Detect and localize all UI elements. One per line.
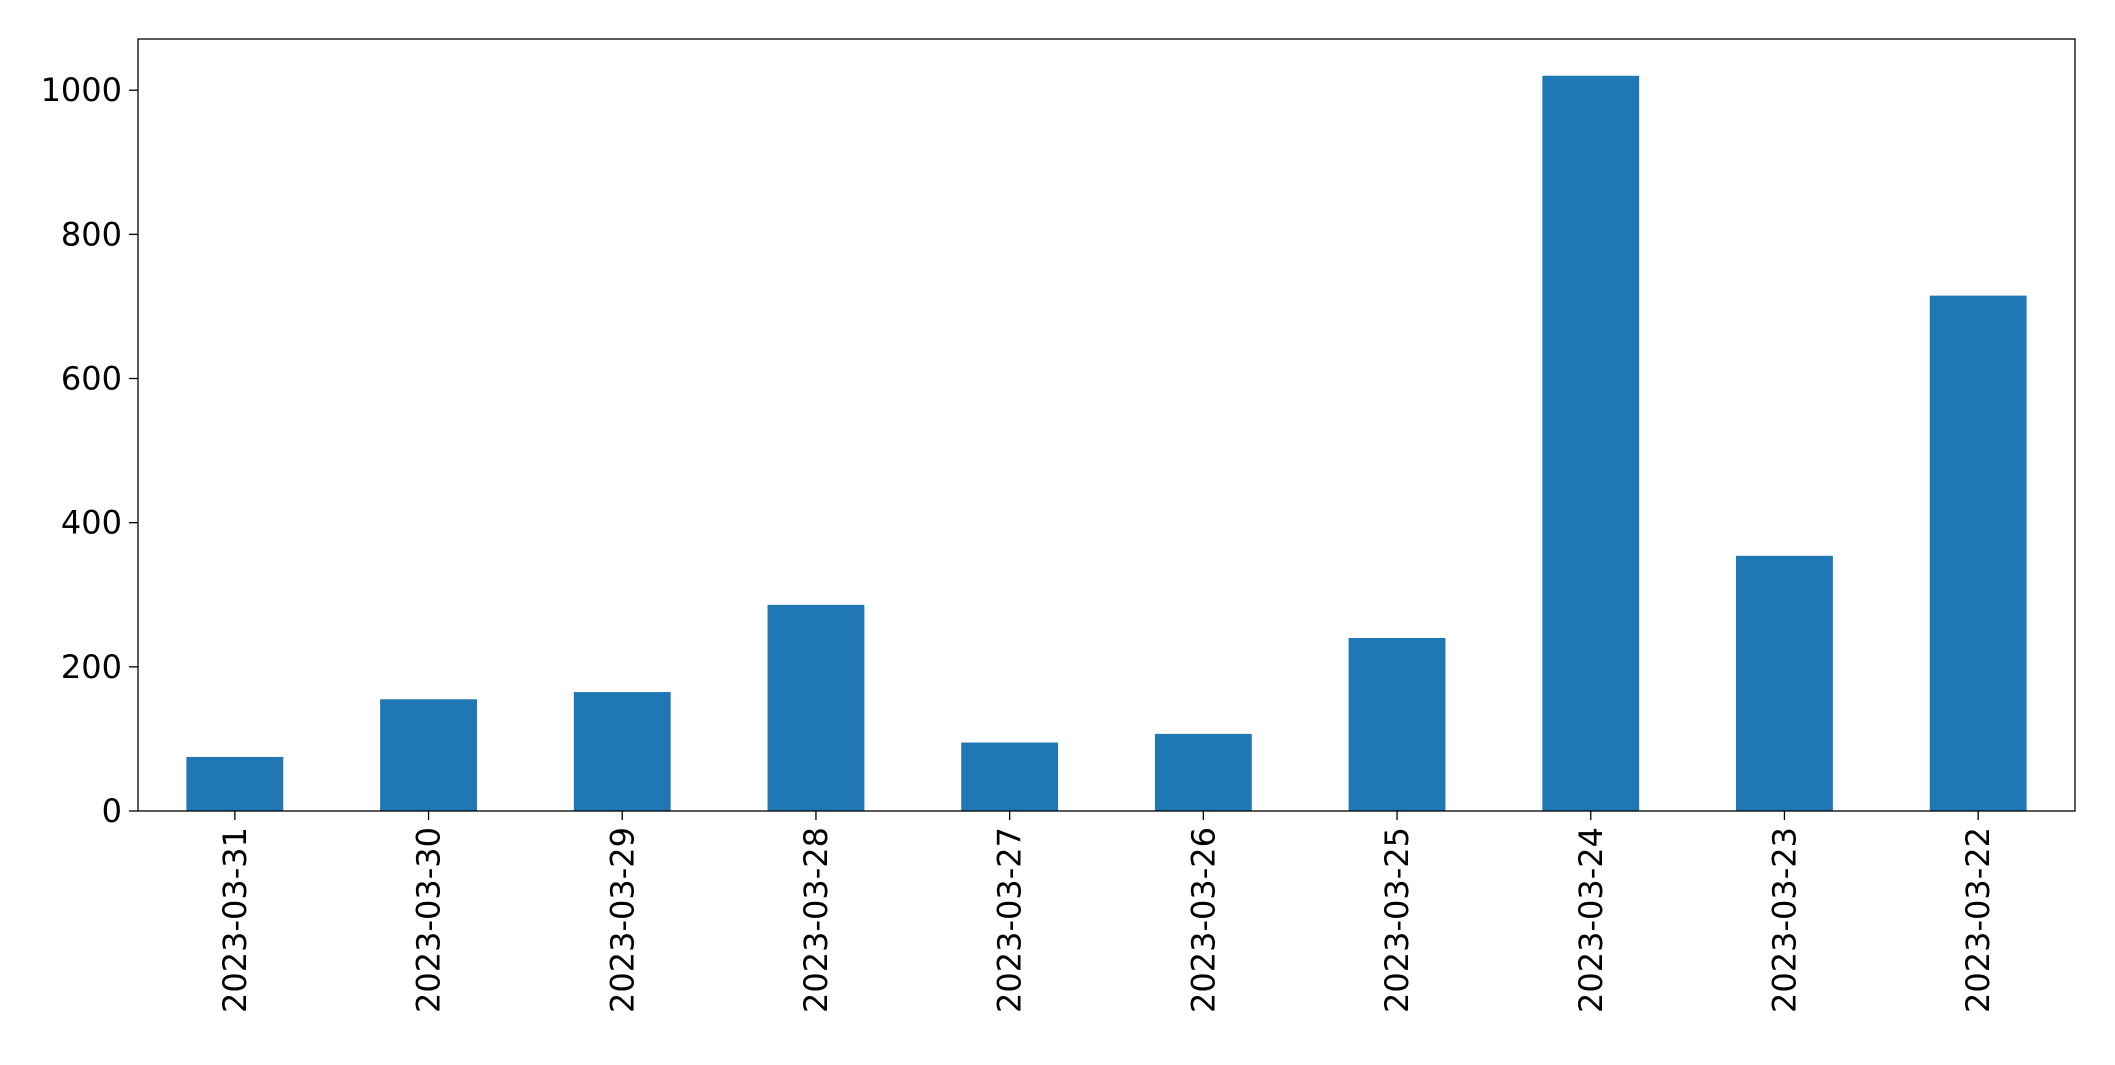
x-tick-label: 2023-03-25 — [1378, 827, 1416, 1013]
bar — [573, 692, 671, 811]
bar — [767, 604, 865, 811]
y-tick-label: 1000 — [41, 71, 122, 109]
y-tick-label: 0 — [102, 792, 122, 830]
bar — [1542, 75, 1640, 811]
x-tick-label: 2023-03-31 — [216, 827, 254, 1013]
bar — [1736, 555, 1833, 811]
x-tick-label: 2023-03-27 — [991, 827, 1029, 1013]
x-tick-label: 2023-03-28 — [797, 827, 835, 1013]
x-tick-label: 2023-03-23 — [1765, 827, 1803, 1013]
bar — [1348, 638, 1446, 811]
x-tick-label: 2023-03-29 — [603, 827, 641, 1013]
y-tick-label: 800 — [61, 215, 122, 253]
bar — [186, 756, 284, 811]
x-tick-label: 2023-03-26 — [1184, 827, 1222, 1013]
bar — [1929, 295, 2027, 811]
bar — [1154, 733, 1252, 811]
plot-frame — [137, 38, 2076, 812]
y-tick-label: 200 — [61, 648, 122, 686]
y-tick-label: 400 — [61, 504, 122, 542]
bar — [380, 699, 477, 811]
y-tick-label: 600 — [61, 360, 122, 398]
x-tick-label: 2023-03-22 — [1959, 827, 1997, 1013]
x-tick-label: 2023-03-30 — [410, 827, 448, 1013]
bar — [961, 742, 1059, 811]
x-tick-label: 2023-03-24 — [1572, 827, 1610, 1013]
